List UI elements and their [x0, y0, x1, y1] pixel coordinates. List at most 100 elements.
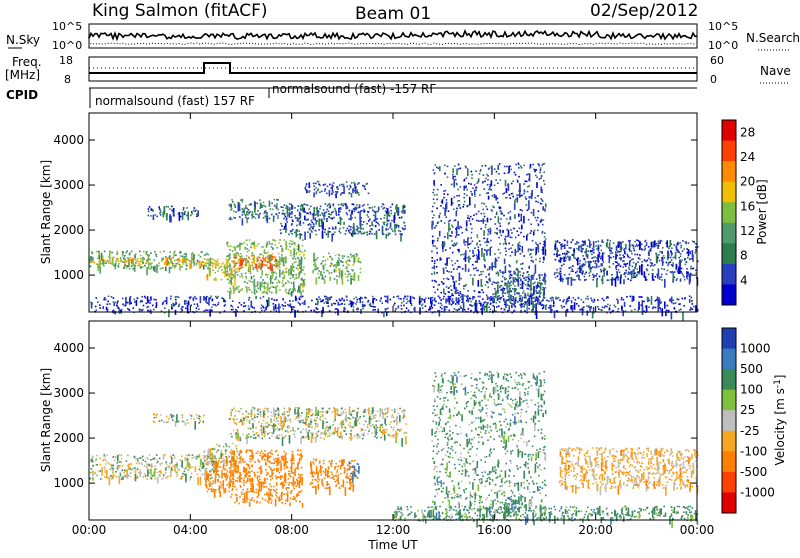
freq-label: Freq. — [12, 55, 42, 69]
colorbar-tick-label: 20 — [740, 175, 755, 189]
velocity-echo-region — [500, 497, 520, 520]
cpid-program-1: normalsound (fast) 157 RF — [95, 94, 255, 108]
y-tick-label: 3000 — [53, 386, 84, 400]
colorbar-tick-label: -25 — [740, 424, 760, 438]
nsky-label: N.Sky — [6, 33, 40, 47]
colorbar-tick-label: -100 — [740, 444, 767, 458]
colorbar-tick-label: -1000 — [740, 485, 775, 499]
velocity-echo-region — [153, 413, 205, 429]
power-cbar-label: Power [dB] — [755, 179, 769, 244]
x-tick-label: 00:00 — [72, 523, 107, 537]
x-tick-label: 12:00 — [376, 523, 411, 537]
velocity-ylabel: Slant Range [km] — [39, 368, 53, 472]
nsky-panel: N.Sky 10^5 10^0 10^5 10^0 N.Search — [6, 20, 800, 52]
velocity-echo-region — [229, 449, 304, 507]
velocity-echo-region — [393, 506, 698, 529]
colorbar-segment — [722, 451, 736, 472]
power-echo-region — [312, 253, 361, 285]
colorbar-segment — [722, 223, 736, 244]
x-axis-title: Time UT — [367, 538, 418, 552]
colorbar-tick-label: 100 — [740, 383, 763, 397]
velocity-echo-region — [229, 407, 408, 447]
colorbar-segment — [722, 120, 736, 141]
cpid-label: CPID — [6, 88, 38, 102]
freq-left-tick-top: 18 — [59, 54, 73, 67]
colorbar-tick-label: 12 — [740, 224, 755, 238]
power-echo-region — [554, 239, 699, 288]
freq-right-tick-bottom: 0 — [710, 73, 717, 86]
nsky-left-tick-top: 10^5 — [52, 20, 82, 33]
power-echo-region — [206, 258, 232, 280]
y-tick-label: 4000 — [53, 133, 84, 147]
y-tick-label: 4000 — [53, 341, 84, 355]
power-echo-region — [280, 203, 406, 242]
nsky-trace — [89, 31, 697, 45]
nsky-noise-line — [89, 31, 697, 39]
colorbar-tick-label: 500 — [740, 362, 763, 376]
colorbar-tick-label: 1000 — [740, 342, 771, 356]
velocity-data-layer — [89, 371, 698, 528]
y-tick-label: 1000 — [53, 476, 84, 490]
power-echo-region — [229, 199, 281, 226]
velocity-panel: Slant Range [km] 1000 2000 3000 4000 1000 50… — [39, 321, 787, 528]
freq-unit-label: [MHz] — [5, 68, 40, 82]
power-colorbar: 4 8 12 16 20 24 28 — [722, 120, 755, 306]
colorbar-tick-label: 16 — [740, 199, 755, 213]
nsearch-noise-line — [89, 43, 695, 45]
y-tick-label: 2000 — [53, 431, 84, 445]
colorbar-tick-label: 25 — [740, 403, 755, 417]
nsky-left-tick-bottom: 10^0 — [52, 39, 82, 52]
colorbar-tick-label: 28 — [740, 125, 755, 139]
freq-frame — [89, 57, 697, 81]
colorbar-segment — [722, 243, 736, 264]
colorbar-tick-label: 24 — [740, 150, 755, 164]
nave-label: Nave — [760, 64, 791, 78]
colorbar-segment — [722, 202, 736, 223]
colorbar-segment — [722, 472, 736, 493]
power-echo-region — [90, 295, 699, 320]
y-tick-label: 2000 — [53, 223, 84, 237]
x-tick-label: 16:00 — [477, 523, 512, 537]
colorbar-segment — [722, 141, 736, 162]
power-echo-region — [226, 239, 306, 299]
x-tick-label: 20:00 — [578, 523, 613, 537]
colorbar-segment — [722, 349, 736, 370]
colorbar-segment — [722, 369, 736, 390]
colorbar-segment — [722, 161, 736, 182]
velocity-echo-region — [206, 456, 237, 498]
velocity-echo-region — [559, 447, 699, 496]
y-tick-label: 1000 — [53, 268, 84, 282]
colorbar-segment — [722, 492, 736, 513]
colorbar-segment — [722, 284, 736, 305]
beam-title: Beam 01 — [355, 4, 431, 24]
power-data-layer — [89, 163, 698, 321]
freq-right-tick-top: 60 — [710, 54, 724, 67]
nsearch-label: N.Search — [746, 31, 800, 45]
station-title: King Salmon (fitACF) — [92, 1, 268, 21]
colorbar-segment — [722, 328, 736, 349]
colorbar-tick-label: 8 — [740, 249, 748, 263]
nsky-right-tick-bottom: 10^0 — [708, 39, 738, 52]
colorbar-segment — [722, 431, 736, 452]
freq-left-tick-bottom: 8 — [64, 73, 71, 86]
power-echo-region — [148, 206, 200, 223]
power-echo-region — [305, 181, 370, 199]
colorbar-tick-label: -500 — [740, 465, 767, 479]
colorbar-segment — [722, 390, 736, 411]
velocity-colorbar: 1000 500 100 25 -25 -100 -500 -1000 — [722, 328, 775, 514]
x-tick-label: 00:00 — [680, 523, 715, 537]
x-tick-label: 04:00 — [173, 523, 208, 537]
colorbar-segment — [722, 410, 736, 431]
y-tick-label: 3000 — [53, 178, 84, 192]
colorbar-segment — [722, 182, 736, 203]
cpid-program-2: normalsound (fast) -157 RF — [272, 82, 436, 96]
colorbar-segment — [722, 264, 736, 285]
date-title: 02/Sep/2012 — [590, 1, 698, 21]
velocity-echo-region — [89, 454, 217, 487]
colorbar-tick-label: 4 — [740, 273, 748, 287]
nsky-right-tick-top: 10^5 — [708, 20, 738, 33]
velocity-cbar-label: Velocity [m s-1] — [773, 375, 787, 466]
